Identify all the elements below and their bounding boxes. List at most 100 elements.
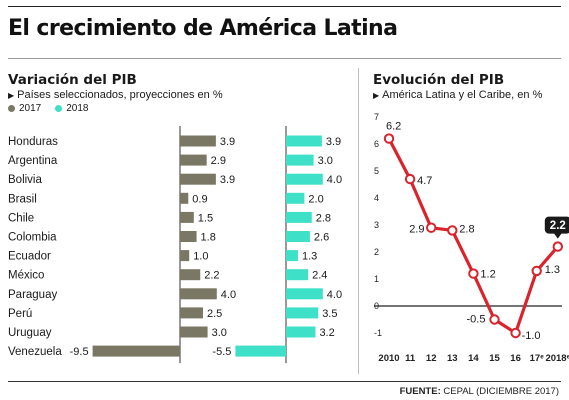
bar-value-label-2017: 3.9: [220, 174, 235, 186]
x-tick-label: 16: [510, 353, 521, 364]
legend-label-2017: 2017: [19, 103, 42, 114]
bar-value-label-2017: 0.9: [192, 193, 207, 205]
bar-chart-title: Variación del PIB: [8, 72, 137, 88]
highlight-label-pointer: [553, 233, 562, 239]
category-label: México: [8, 270, 44, 282]
data-label: -1.0: [522, 330, 541, 342]
y-tick-label: -1: [374, 328, 382, 338]
bar-legend: 2017 2018: [8, 103, 89, 114]
bar-value-label-2017: 2.2: [204, 270, 219, 282]
bar-value-label-2017: 1.0: [193, 251, 208, 263]
x-tick-label: 12: [426, 353, 437, 364]
chart-divider: [358, 68, 359, 374]
bar-value-label-2018: -5.5: [212, 346, 231, 358]
bar-value-label-2018: 4.0: [327, 289, 342, 301]
y-tick-label: 6: [374, 139, 379, 149]
data-point: [510, 327, 521, 339]
source-note: FUENTE: CEPAL (DICIEMBRE 2017): [400, 386, 559, 397]
bar-value-label-2017: 3.0: [212, 327, 227, 339]
bar-value-label-2017: 3.9: [220, 136, 235, 148]
bar-2017: [180, 231, 197, 242]
bar-2018: [286, 307, 319, 319]
legend-item-2017: 2017: [8, 103, 41, 114]
category-label: Honduras: [8, 136, 58, 148]
bar-2017: [180, 326, 208, 338]
legend-dot-2018: [55, 105, 63, 112]
bar-value-label-2017: 1.8: [201, 232, 216, 244]
y-tick-label: 1: [374, 274, 379, 284]
category-label: Brasil: [8, 193, 37, 205]
x-tick-label: 13: [447, 353, 458, 364]
y-tick-label: 2: [374, 247, 379, 257]
data-label: 2.9: [409, 224, 424, 236]
bar-2017: [180, 250, 190, 262]
triangle-icon: ▶: [373, 91, 380, 100]
category-label: Venezuela: [8, 346, 62, 358]
x-tick-label: 17ᵉ: [530, 353, 545, 364]
category-label: Perú: [8, 308, 32, 320]
data-label: -0.5: [467, 314, 486, 326]
bar-value-label-2018: 2.8: [316, 212, 331, 224]
bar-value-label-2018: 3.9: [326, 136, 341, 148]
bar-2017: [180, 192, 189, 204]
line-chart-subtitle-text: América Latina y el Caribe, en %: [382, 89, 543, 101]
x-tick-label: 15: [489, 353, 500, 364]
legend-item-2018: 2018: [55, 103, 89, 114]
bar-2017: [180, 154, 207, 166]
legend-label-2018: 2018: [66, 103, 89, 114]
y-tick-label: 4: [374, 193, 379, 203]
bar-value-label-2018: 2.0: [308, 193, 323, 205]
bar-value-label-2018: 3.5: [322, 308, 337, 320]
bar-2018: [286, 154, 314, 166]
line-chart-title: Evolución del PIB: [373, 72, 505, 88]
category-label: Argentina: [8, 155, 58, 167]
bar-value-label-2018: 2.4: [312, 270, 327, 282]
data-label: 6.2: [386, 121, 401, 133]
bar-2018: [286, 326, 316, 338]
x-tick-label: 2018ᵉ: [545, 353, 569, 364]
highlight-label-box: [544, 216, 569, 234]
triangle-icon: ▶: [8, 91, 15, 100]
bar-value-label-2018: 2.6: [314, 232, 329, 244]
bar-2018: [286, 173, 323, 185]
data-point: [552, 241, 563, 252]
bar-2017: [92, 345, 180, 357]
x-tick-label: 14: [468, 353, 479, 364]
bar-2018: [286, 269, 309, 281]
x-tick-label: 11: [405, 353, 416, 364]
category-label: Bolivia: [8, 174, 42, 186]
bar-value-label-2017: 1.5: [198, 212, 213, 224]
x-tick-label: 2010: [378, 353, 399, 364]
bar-2018: [286, 135, 322, 147]
data-point: [489, 314, 500, 325]
bar-2017: [180, 135, 216, 147]
legend-dot-2017: [8, 105, 15, 112]
source-text: CEPAL (DICIEMBRE 2017): [443, 386, 559, 397]
bar-2017: [180, 269, 201, 281]
data-point: [468, 268, 479, 279]
data-label: 2.8: [459, 223, 474, 235]
bar-2017: [180, 211, 194, 223]
bar-value-label-2017: -9.5: [70, 346, 89, 358]
y-tick-label: 7: [374, 112, 379, 122]
bar-2017: [180, 307, 203, 319]
category-label: Colombia: [8, 232, 57, 244]
source-label: FUENTE:: [399, 386, 441, 397]
bar-2018: [235, 345, 286, 357]
bar-2018: [286, 231, 310, 242]
bar-2018: [286, 250, 298, 262]
bar-chart-subtitle-text: Países seleccionados, proyecciones en %: [17, 89, 223, 101]
data-label: 1.3: [545, 264, 560, 276]
bar-2018: [286, 211, 312, 223]
bar-2017: [180, 173, 216, 185]
bar-value-label-2018: 3.2: [319, 327, 334, 339]
series-line: [387, 137, 560, 335]
data-label: 1.2: [480, 269, 495, 281]
y-tick-label: 3: [374, 220, 379, 230]
data-point: [404, 173, 416, 185]
bar-2018: [286, 288, 323, 300]
data-point: [383, 133, 395, 144]
footer-rule: [8, 381, 561, 382]
